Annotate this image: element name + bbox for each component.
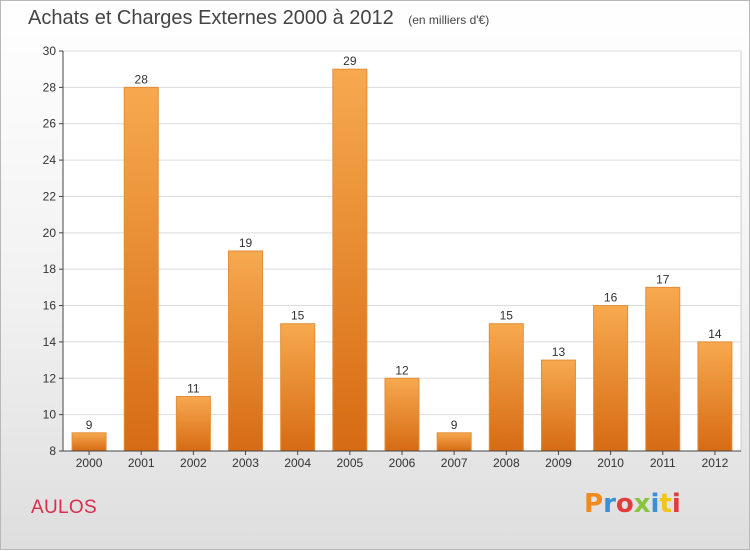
value-label-2002: 11 [187, 381, 200, 395]
y-tick-label: 28 [43, 80, 57, 94]
x-tick-label: 2009 [545, 456, 572, 470]
x-tick-label: 2010 [597, 456, 624, 470]
title-row: Achats et Charges Externes 2000 à 2012 (… [28, 7, 489, 30]
x-tick-label: 2006 [389, 456, 416, 470]
y-tick-label: 16 [43, 299, 57, 313]
bar-2001 [123, 86, 159, 452]
x-tick-label: 2002 [180, 456, 207, 470]
town-name: AULOS [31, 497, 97, 518]
x-tick-label: 2004 [284, 456, 311, 470]
bar-2005 [332, 68, 368, 452]
y-tick-label: 18 [43, 262, 57, 276]
y-tick-label: 24 [43, 153, 57, 167]
value-label-2006: 12 [395, 363, 409, 377]
value-label-2005: 29 [343, 54, 357, 68]
y-tick-label: 14 [43, 335, 57, 349]
bar-2012 [697, 341, 733, 452]
x-tick-label: 2003 [232, 456, 259, 470]
logo-letter: P [584, 489, 604, 519]
y-tick-label: 20 [43, 226, 57, 240]
y-tick-label: 22 [43, 189, 57, 203]
chart-subtitle: (en milliers d'€) [408, 13, 490, 27]
value-label-2012: 14 [708, 327, 722, 341]
x-tick-label: 2008 [493, 456, 520, 470]
y-tick-label: 8 [49, 444, 56, 458]
bar-2000 [71, 432, 107, 452]
logo-letter: x [633, 489, 651, 519]
x-tick-label: 2005 [336, 456, 363, 470]
proxiti-logo: Proxiti [584, 489, 681, 519]
x-tick-label: 2001 [128, 456, 155, 470]
value-label-2004: 15 [291, 309, 305, 323]
logo-letter: r [603, 489, 616, 519]
value-label-2001: 28 [135, 72, 149, 86]
chart-title: Achats et Charges Externes 2000 à 2012 [28, 7, 394, 29]
bar-2010 [593, 305, 629, 452]
logo-letter: i [650, 489, 660, 519]
bar-2003 [228, 250, 264, 452]
y-tick-label: 12 [43, 371, 57, 385]
bar-2004 [280, 323, 316, 452]
value-label-2000: 9 [86, 418, 93, 432]
y-tick-label: 26 [43, 117, 57, 131]
bar-2007 [436, 432, 472, 452]
value-label-2009: 13 [552, 345, 566, 359]
bar-2006 [384, 377, 420, 452]
value-label-2010: 16 [604, 291, 618, 305]
value-label-2007: 9 [451, 418, 458, 432]
y-tick-label: 10 [43, 408, 57, 422]
logo-letter: o [615, 489, 634, 519]
bar-2008 [488, 323, 524, 452]
bar-2011 [645, 286, 681, 452]
value-label-2008: 15 [500, 309, 514, 323]
y-tick-label: 30 [43, 44, 57, 58]
logo-letter: t [659, 489, 672, 519]
x-tick-label: 2007 [441, 456, 468, 470]
x-tick-label: 2011 [650, 456, 676, 470]
value-label-2003: 19 [239, 236, 253, 250]
x-tick-label: 2012 [702, 456, 729, 470]
bar-2009 [540, 359, 576, 452]
value-label-2011: 17 [656, 272, 670, 286]
x-tick-label: 2000 [76, 456, 103, 470]
bar-2002 [175, 395, 211, 452]
logo-letter: i [671, 489, 681, 519]
